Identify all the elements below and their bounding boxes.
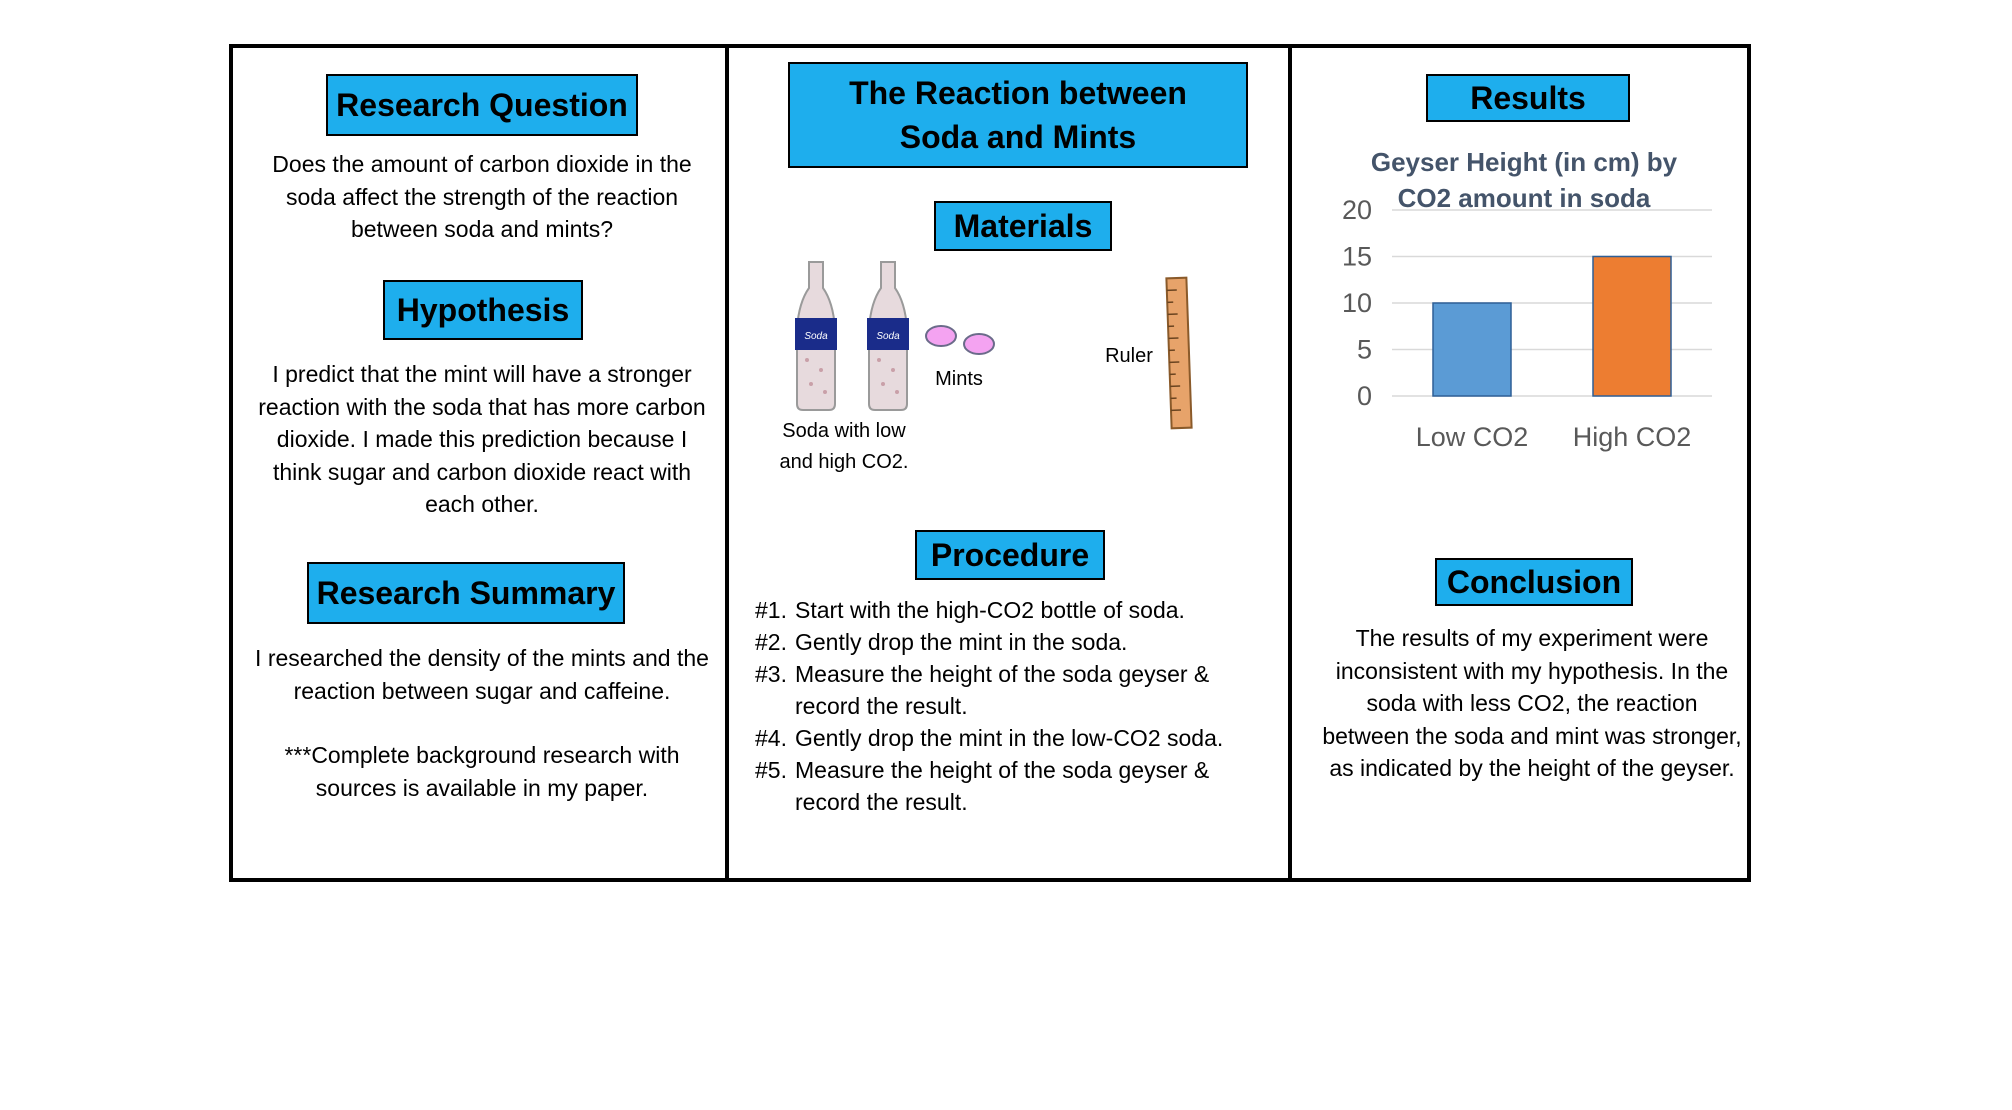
- mints-icon: [925, 325, 995, 355]
- procedure-step-number: #2.: [755, 629, 787, 655]
- chart-xtick-label: Low CO2: [1416, 422, 1529, 452]
- chart-bar: [1592, 255, 1672, 397]
- results-bar-chart: Geyser Height (in cm) by CO2 amount in s…: [1342, 147, 1712, 452]
- procedure-step: #2. Gently drop the mint in the soda.: [755, 626, 1285, 658]
- chart-title-line: Geyser Height (in cm) by: [1371, 147, 1678, 177]
- chart-ytick-label: 5: [1357, 335, 1372, 365]
- soda-bottles-illustration: Soda Soda: [795, 261, 909, 411]
- procedure-step: #1. Start with the high-CO2 bottle of so…: [755, 594, 1285, 626]
- poster-board: Research Question Does the amount of car…: [229, 44, 1751, 882]
- procedure-step-text: Gently drop the mint in the low-CO2 soda…: [795, 725, 1224, 751]
- procedure-step: #5. Measure the height of the soda geyse…: [755, 754, 1285, 818]
- svg-text:Soda: Soda: [876, 331, 900, 342]
- chart-title-line: CO2 amount in soda: [1398, 183, 1651, 213]
- procedure-step-number: #5.: [755, 757, 787, 783]
- procedure-step-number: #1.: [755, 597, 787, 623]
- ruler-icon: [1165, 276, 1193, 430]
- chart-ytick-label: 0: [1357, 381, 1372, 411]
- svg-text:Soda: Soda: [804, 331, 828, 342]
- procedure-step-text: Gently drop the mint in the soda.: [795, 629, 1128, 655]
- right-panel: Results Geyser Height (in cm) by CO2 amo…: [1292, 48, 1747, 878]
- research-summary-heading: Research Summary: [307, 562, 625, 624]
- procedure-step-text: Start with the high-CO2 bottle of soda.: [795, 597, 1185, 623]
- research-question-heading: Research Question: [326, 74, 638, 136]
- materials-heading: Materials: [934, 201, 1112, 251]
- procedure-heading: Procedure: [915, 530, 1105, 580]
- ruler-caption: Ruler: [1105, 345, 1153, 367]
- research-summary-text: I researched the density of the mints an…: [255, 645, 709, 704]
- conclusion-text: The results of my experiment were incons…: [1322, 625, 1742, 781]
- soda-caption: Soda with low and high CO2.: [779, 420, 909, 473]
- middle-panel: The Reaction between Soda and Mints Mate…: [729, 48, 1288, 878]
- procedure-step: #3. Measure the height of the soda geyse…: [755, 658, 1285, 722]
- panel-divider-right: [1288, 48, 1292, 878]
- conclusion-heading: Conclusion: [1435, 558, 1633, 606]
- panel-divider-left: [725, 48, 729, 878]
- procedure-step: #4. Gently drop the mint in the low-CO2 …: [755, 722, 1285, 754]
- procedure-step-text: Measure the height of the soda geyser & …: [795, 661, 1210, 719]
- soda-bottle-icon: Soda: [867, 261, 909, 411]
- hypothesis-text: I predict that the mint will have a stro…: [258, 361, 706, 517]
- chart-ytick-label: 20: [1342, 195, 1372, 225]
- research-summary-note: ***Complete background research with sou…: [284, 742, 680, 801]
- mints-caption: Mints: [935, 368, 983, 390]
- chart-xtick-label: High CO2: [1573, 422, 1692, 452]
- chart-bar: [1432, 302, 1512, 397]
- poster-title: The Reaction between Soda and Mints: [788, 62, 1248, 168]
- procedure-list: #1. Start with the high-CO2 bottle of so…: [755, 594, 1285, 818]
- procedure-step-text: Measure the height of the soda geyser & …: [795, 757, 1210, 815]
- procedure-step-number: #4.: [755, 725, 787, 751]
- hypothesis-heading: Hypothesis: [383, 280, 583, 340]
- left-panel: Research Question Does the amount of car…: [233, 48, 725, 878]
- chart-ytick-label: 15: [1342, 242, 1372, 272]
- chart-ytick-label: 10: [1342, 288, 1372, 318]
- research-question-text: Does the amount of carbon dioxide in the…: [272, 151, 692, 242]
- procedure-step-number: #3.: [755, 661, 787, 687]
- results-heading: Results: [1426, 74, 1630, 122]
- soda-bottle-icon: Soda: [795, 261, 837, 411]
